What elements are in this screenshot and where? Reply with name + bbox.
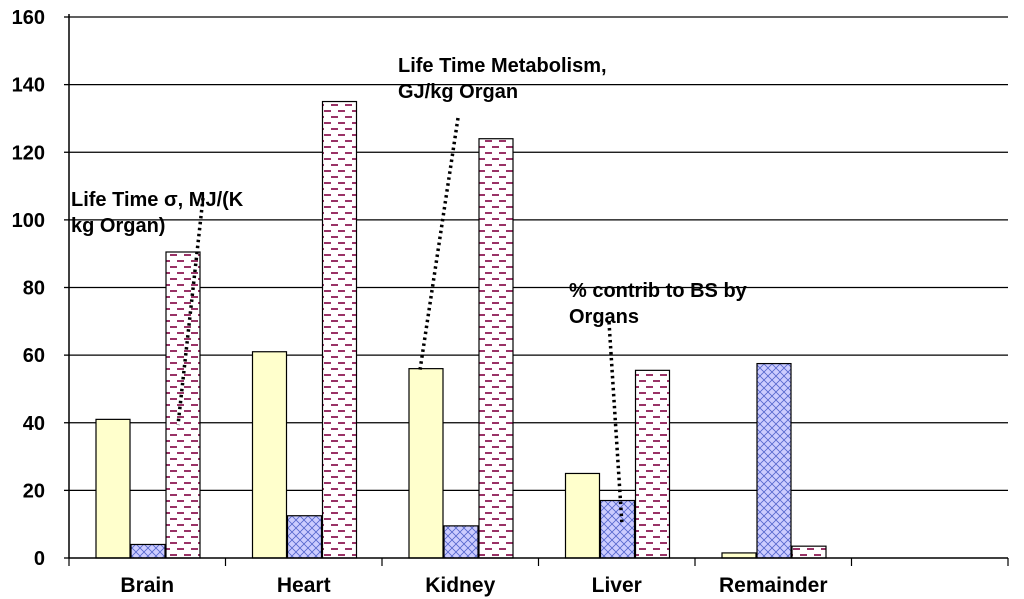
bar: [478, 138, 514, 559]
bar: [321, 100, 358, 559]
bar: [756, 362, 792, 559]
y-tick-label: 0: [34, 548, 45, 570]
category-label: Liver: [592, 574, 642, 597]
y-tick-label: 60: [23, 345, 45, 367]
bar: [95, 418, 131, 559]
gridlines: [69, 16, 1008, 492]
y-tick-label: 160: [12, 7, 45, 29]
y-tick-label: 120: [12, 142, 45, 164]
y-axis-tick-labels: 0 20 40 60 80 100 120 140 160: [12, 7, 69, 570]
bar: [408, 368, 444, 559]
y-tick-label: 80: [23, 278, 45, 300]
bar: [721, 552, 757, 559]
bar: [634, 369, 671, 559]
annotation-text: % contrib to BS by: [569, 280, 748, 302]
bar: [165, 251, 201, 559]
annotation-leader-line: [176, 197, 205, 426]
y-tick-label: 100: [12, 210, 45, 232]
bar: [599, 499, 636, 559]
category-label: Kidney: [425, 574, 495, 597]
annotation-text: GJ/kg Organ: [398, 81, 518, 103]
y-tick-label: 40: [23, 413, 45, 435]
series-annotations: Life Time σ, MJ/(K kg Organ) Life Time Met…: [71, 55, 748, 526]
y-tick-label: 140: [12, 75, 45, 97]
annotation-leader-line: [607, 321, 624, 526]
y-tick-label: 20: [23, 480, 45, 502]
bar: [564, 472, 601, 559]
bar: [791, 545, 827, 559]
annotation-text: Life Time Metabolism,: [398, 55, 607, 77]
annotation-text: Organs: [569, 306, 639, 328]
annotation-text: Life Time σ, MJ/(K: [71, 189, 244, 211]
category-label: Brain: [120, 574, 174, 597]
x-axis-category-labels: Brain Heart Kidney Liver Remainder: [120, 574, 827, 597]
category-label: Remainder: [719, 574, 828, 597]
bar: [130, 543, 166, 559]
annotation-text: kg Organ): [71, 215, 165, 237]
bars: [95, 100, 827, 559]
bar: [251, 351, 288, 559]
category-label: Heart: [277, 574, 331, 597]
annotation-leader-line: [418, 117, 460, 371]
bar: [286, 515, 323, 559]
bar: [443, 525, 479, 559]
axes: [68, 14, 1009, 566]
